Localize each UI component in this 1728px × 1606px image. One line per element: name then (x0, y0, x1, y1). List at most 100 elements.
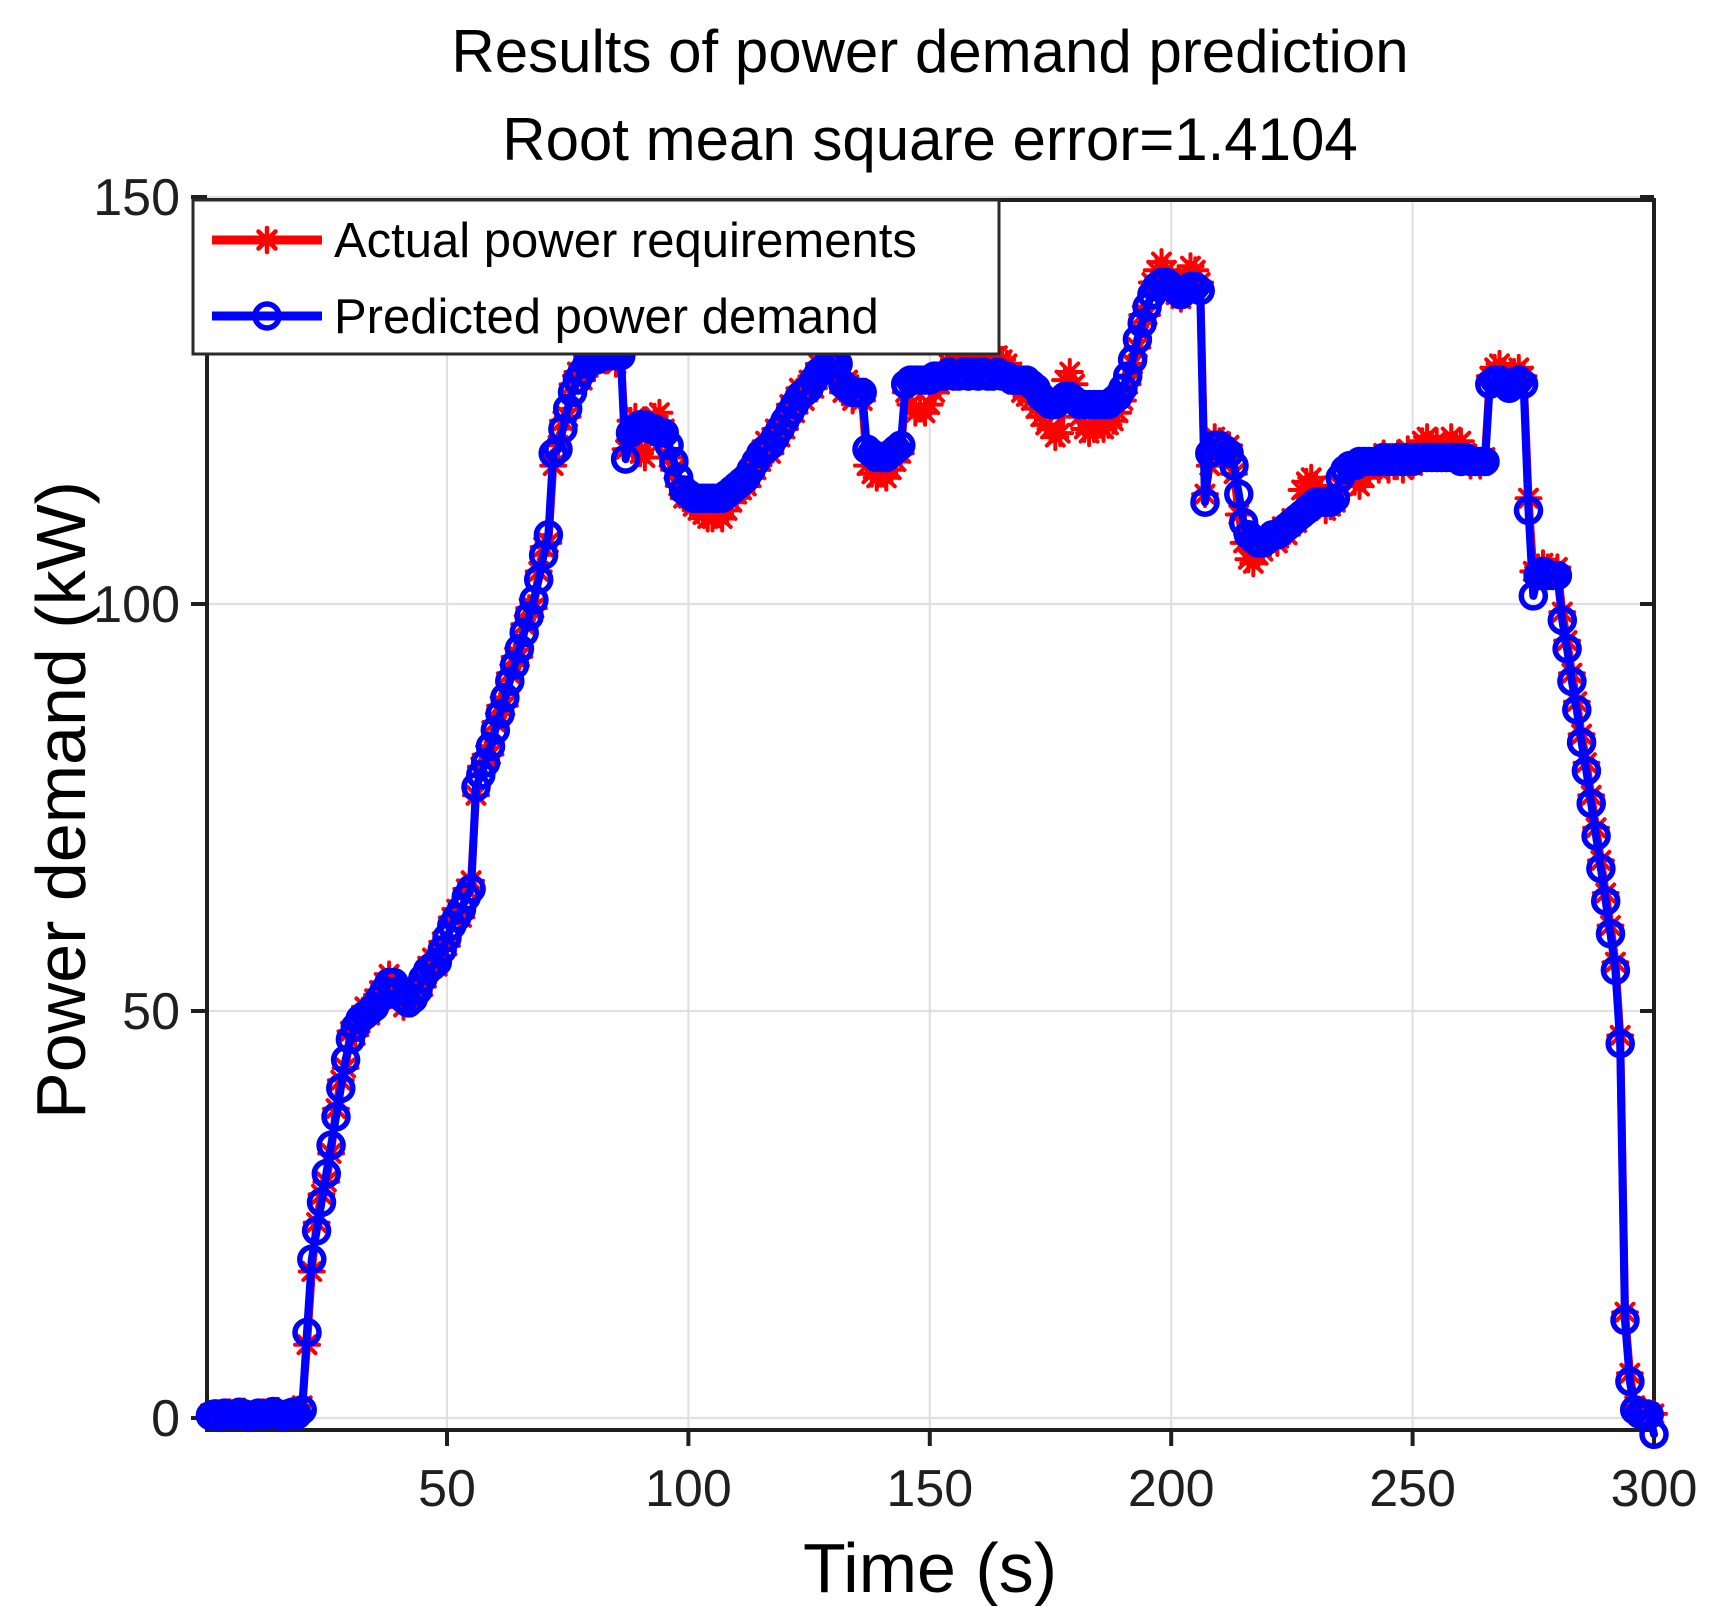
circle-marker (886, 430, 916, 461)
x-tick-label: 150 (886, 1460, 973, 1518)
circle-marker (480, 715, 511, 745)
y-tick-label: 150 (93, 169, 180, 227)
asterisk-marker (1350, 463, 1379, 492)
circle-marker (1190, 487, 1220, 517)
circle-marker (1508, 369, 1539, 399)
asterisk-marker (442, 895, 471, 924)
circle-marker (514, 601, 544, 631)
asterisk-marker (1485, 349, 1514, 378)
asterisk-marker (872, 463, 901, 492)
asterisk-marker (1055, 358, 1084, 386)
circle-marker (659, 446, 689, 477)
circle-marker (1122, 324, 1153, 355)
circle-marker (509, 617, 539, 648)
circle-marker (316, 1130, 346, 1161)
asterisk-marker (1413, 423, 1442, 452)
asterisk-marker (1046, 419, 1075, 448)
chart-title: Results of power demand prediction (451, 18, 1408, 85)
series-actual-power (196, 248, 1668, 1431)
circle-marker (654, 430, 684, 461)
circle-marker (1547, 605, 1578, 636)
circle-marker (1615, 1366, 1645, 1397)
asterisk-marker (915, 390, 944, 419)
circle-marker (326, 1073, 356, 1104)
circle-marker (485, 699, 515, 729)
asterisk-marker (452, 874, 481, 903)
asterisk-marker (1437, 423, 1466, 452)
y-tick-label: 50 (122, 983, 180, 1041)
asterisk-marker (1287, 476, 1316, 504)
legend-item-label: Actual power requirements (334, 214, 917, 268)
circle-marker (1576, 788, 1606, 819)
circle-marker (1542, 560, 1573, 591)
series-predicted-power (195, 267, 1669, 1450)
legend-asterisk-marker-icon (252, 225, 282, 255)
legend-circle-marker-icon (252, 301, 282, 331)
asterisk-marker (708, 504, 737, 533)
circle-marker (1557, 666, 1587, 697)
circle-marker (287, 1395, 317, 1425)
asterisk-marker (1036, 415, 1065, 443)
circle-marker (1581, 821, 1611, 851)
legend-item-label: Predicted power demand (334, 290, 879, 344)
asterisk-marker (568, 366, 597, 395)
asterisk-marker (1297, 463, 1326, 492)
circle-marker (282, 1399, 313, 1430)
asterisk-marker (1446, 427, 1475, 456)
circle-marker (456, 874, 486, 904)
asterisk-marker (645, 398, 674, 427)
circle-marker (1499, 369, 1529, 399)
circle-marker (1470, 446, 1500, 477)
circle-marker (321, 1102, 351, 1132)
circle-marker (1185, 275, 1215, 306)
circle-marker (847, 377, 877, 408)
x-tick-label: 50 (418, 1460, 476, 1518)
x-axis-label: Time (s) (803, 1529, 1057, 1606)
circle-marker (504, 634, 535, 664)
circle-marker (495, 666, 525, 697)
circle-marker (475, 731, 506, 762)
circle-marker (610, 444, 641, 474)
x-tick-label: 300 (1611, 1460, 1698, 1518)
asterisk-marker (1099, 406, 1128, 435)
legend: Actual power requirements Predicted power… (191, 198, 1001, 356)
circle-marker (301, 1216, 332, 1246)
chart-subtitle: Root mean square error=1.4104 (502, 106, 1358, 173)
circle-marker (1224, 479, 1254, 509)
circle-marker (1586, 853, 1616, 884)
asterisk-marker (1239, 549, 1268, 578)
circle-marker (292, 1317, 322, 1348)
asterisk-marker (1181, 256, 1210, 285)
circle-marker (470, 747, 501, 778)
circle-marker (1610, 1305, 1640, 1336)
circle-marker (311, 1159, 342, 1189)
asterisk-marker (1147, 248, 1176, 277)
circle-marker (1600, 955, 1631, 986)
y-axis-label: Power demand (kW) (22, 481, 100, 1119)
asterisk-marker (1026, 402, 1055, 431)
circle-marker (1127, 308, 1157, 338)
x-tick-label: 200 (1128, 1460, 1215, 1518)
asterisk-marker (911, 398, 939, 427)
circle-marker (1513, 495, 1544, 526)
circle-marker (1571, 756, 1602, 786)
circle-marker (297, 1244, 327, 1275)
circle-marker (1566, 727, 1597, 758)
asterisk-marker (630, 443, 659, 472)
legend-box (191, 198, 1001, 356)
x-tick-labels: 50 100 150 200 250 300 (418, 1460, 1697, 1518)
circle-marker (306, 1187, 337, 1218)
circle-marker (1562, 695, 1592, 725)
legend-entries: Actual power requirements Predicted power… (212, 214, 917, 344)
circle-marker (499, 650, 530, 680)
circle-marker (1219, 450, 1249, 481)
circle-marker (552, 393, 583, 424)
x-tick-label: 100 (645, 1460, 732, 1518)
y-tick-label: 100 (93, 576, 180, 634)
circle-marker (1552, 634, 1582, 664)
asterisk-marker (896, 390, 925, 419)
circle-marker (1504, 365, 1534, 395)
x-tick-label: 250 (1369, 1460, 1456, 1518)
y-tick-label: 0 (151, 1390, 180, 1448)
